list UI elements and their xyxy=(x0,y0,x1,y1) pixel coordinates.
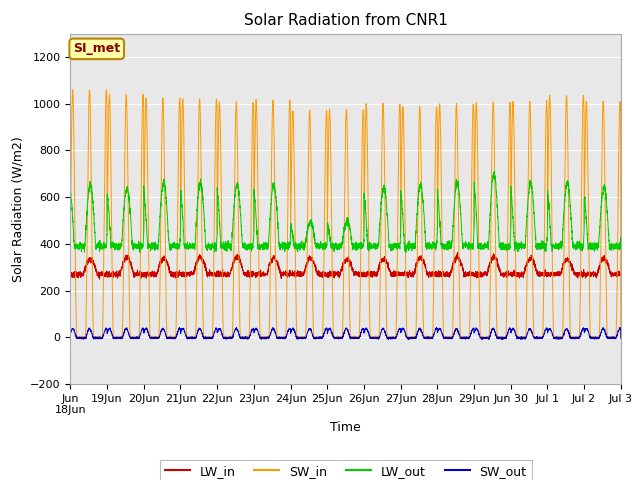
SW_in xyxy=(67,229,74,235)
SW_out xyxy=(478,337,486,343)
SW_out xyxy=(616,325,624,331)
LW_out xyxy=(67,190,74,196)
LW_in xyxy=(166,266,173,272)
LW_in xyxy=(454,250,461,255)
SW_in xyxy=(616,101,624,107)
SW_in xyxy=(469,101,477,107)
SW_out xyxy=(500,335,508,341)
SW_out xyxy=(325,325,333,331)
LW_out xyxy=(136,250,144,255)
LW_in xyxy=(616,272,624,277)
SW_out xyxy=(617,336,625,341)
SW_in xyxy=(69,87,77,93)
SW_in xyxy=(617,335,625,340)
LW_in xyxy=(500,273,508,279)
Legend: LW_in, SW_in, LW_out, SW_out: LW_in, SW_in, LW_out, SW_out xyxy=(159,460,532,480)
SW_out xyxy=(469,326,477,332)
LW_in xyxy=(438,271,446,276)
LW_out xyxy=(616,240,624,246)
Line: SW_out: SW_out xyxy=(70,327,621,340)
Y-axis label: Solar Radiation (W/m2): Solar Radiation (W/m2) xyxy=(12,136,24,282)
Line: LW_in: LW_in xyxy=(70,252,621,279)
X-axis label: Time: Time xyxy=(330,421,361,434)
LW_in xyxy=(617,270,625,276)
LW_out xyxy=(166,244,173,250)
LW_in xyxy=(469,272,477,278)
SW_in xyxy=(500,335,508,340)
SW_out xyxy=(438,332,446,338)
LW_out xyxy=(500,243,508,249)
SW_out xyxy=(67,331,74,336)
SW_in xyxy=(166,335,173,340)
LW_in xyxy=(325,271,333,277)
SW_out xyxy=(166,335,173,341)
Line: SW_in: SW_in xyxy=(70,90,621,337)
LW_out xyxy=(438,243,446,249)
LW_in xyxy=(67,271,74,277)
LW_out xyxy=(325,230,333,236)
SW_in xyxy=(439,291,447,297)
LW_out xyxy=(617,243,625,249)
SW_in xyxy=(325,110,333,116)
LW_in xyxy=(96,276,104,282)
Text: SI_met: SI_met xyxy=(73,42,120,55)
Title: Solar Radiation from CNR1: Solar Radiation from CNR1 xyxy=(244,13,447,28)
LW_out xyxy=(469,245,477,251)
LW_out xyxy=(490,168,498,174)
SW_out xyxy=(269,324,276,330)
SW_in xyxy=(73,335,81,340)
Line: LW_out: LW_out xyxy=(70,171,621,252)
